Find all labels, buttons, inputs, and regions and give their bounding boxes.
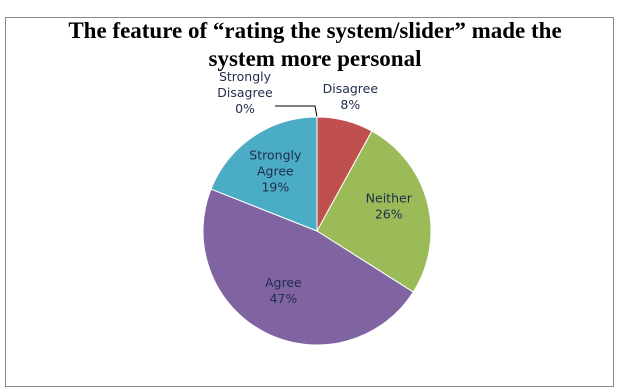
chart-title: The feature of “rating the system/slider… [68, 18, 562, 71]
value-label: 8% [340, 97, 360, 112]
category-label: Disagree [323, 81, 379, 96]
pie-slice [210, 116, 318, 232]
category-label: Strongly Disagree [217, 69, 273, 100]
category-label: Strongly Agree [249, 148, 302, 179]
pie-slice [202, 188, 414, 346]
pie-slice [316, 130, 432, 293]
category-label: Agree [265, 275, 302, 290]
leader-line [275, 105, 318, 118]
value-label: 0% [235, 101, 255, 116]
category-label: Neither [366, 191, 413, 206]
value-label: 26% [375, 207, 403, 222]
value-label: 19% [261, 180, 289, 195]
value-label: 47% [269, 291, 297, 306]
